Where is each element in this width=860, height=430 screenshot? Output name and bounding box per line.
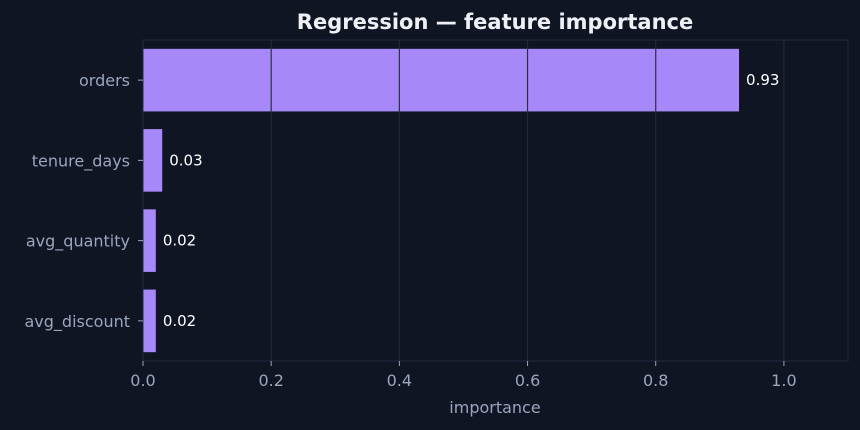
bar-layer — [143, 48, 740, 353]
y-tick-label-tenure_days: tenure_days — [32, 151, 130, 171]
x-axis-label: importance — [449, 398, 540, 417]
plot-frame — [142, 39, 849, 362]
x-tick-label: 0.8 — [643, 371, 668, 390]
value-label-layer: 0.93 0.03 0.02 0.02 — [163, 71, 780, 330]
value-label-avg_quantity: 0.02 — [163, 232, 196, 250]
x-tick-label: 0.2 — [258, 371, 283, 390]
value-label-orders: 0.93 — [746, 71, 779, 89]
y-tick-label-avg_discount: avg_discount — [24, 312, 130, 332]
x-tick-label: 1.0 — [771, 371, 796, 390]
plot-border — [142, 39, 849, 362]
value-label-tenure_days: 0.03 — [169, 151, 202, 169]
chart-title: Regression — feature importance — [297, 10, 693, 34]
value-label-avg_discount: 0.02 — [163, 312, 196, 330]
x-tick-label: 0.4 — [387, 371, 412, 390]
bar-avg_discount — [143, 289, 156, 353]
x-tick-label: 0.0 — [130, 371, 155, 390]
y-tick-label-avg_quantity: avg_quantity — [26, 232, 130, 252]
bar-orders — [143, 48, 740, 112]
y-tick-label-orders: orders — [79, 71, 130, 90]
bar-tenure_days — [143, 129, 163, 192]
x-tick-label: 0.6 — [515, 371, 540, 390]
bar-avg_quantity — [143, 209, 156, 272]
tick-layer: 0.0 0.2 0.4 0.6 0.8 1.0 orders tenure_days avg_q… — [24, 71, 796, 390]
